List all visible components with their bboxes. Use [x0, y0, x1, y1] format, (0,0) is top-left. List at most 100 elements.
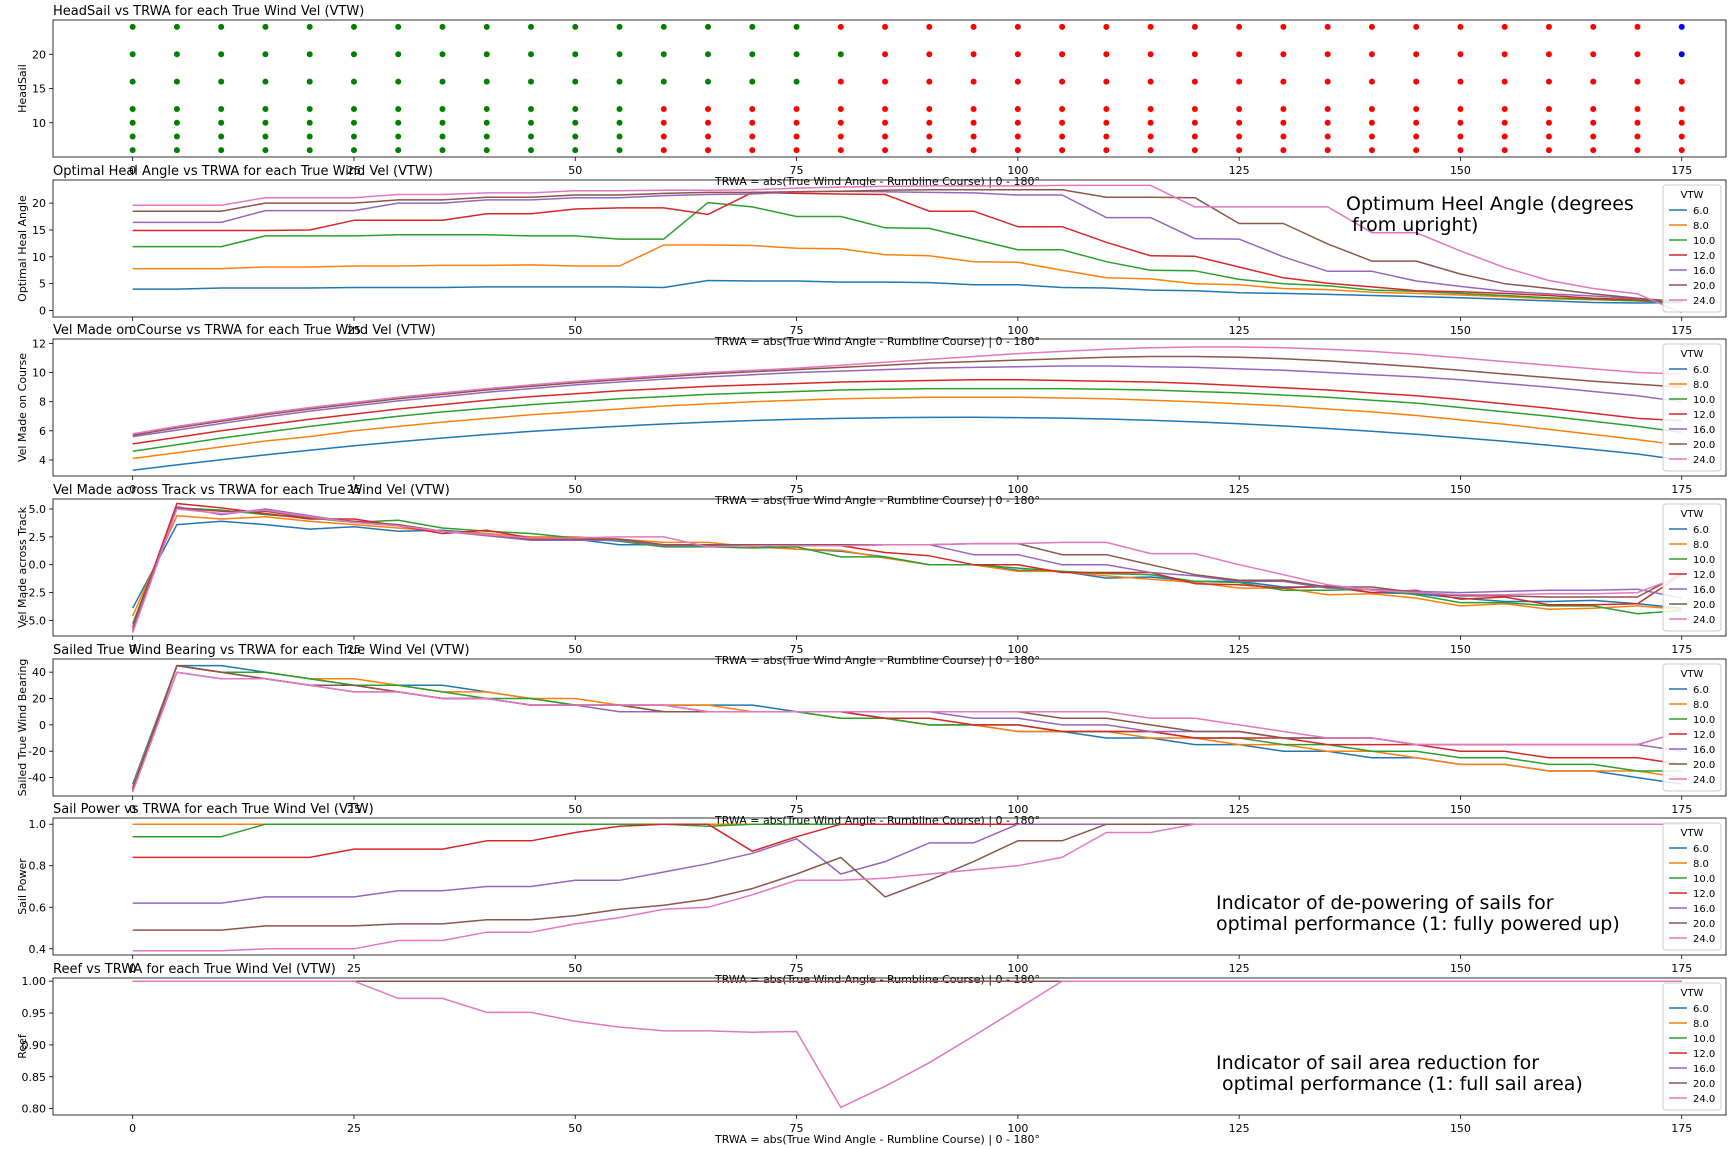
legend: VTW 6.0 8.0 10.0 12.0 16.0 20.0 24.0	[1662, 184, 1722, 313]
scatter-point	[1545, 106, 1552, 113]
scatter-point	[1634, 119, 1641, 126]
scatter-point	[395, 119, 402, 126]
series-line-8.0	[132, 244, 1682, 303]
scatter-point	[1457, 23, 1464, 30]
scatter-point	[306, 119, 313, 126]
legend-entry: 24.0	[1693, 775, 1715, 786]
chart-panel-5: Sailed True Wind Bearing vs TRWA for eac…	[16, 643, 1727, 827]
scatter-point	[173, 23, 180, 30]
scatter-point	[616, 147, 623, 154]
x-tick-label: 0	[129, 164, 136, 177]
scatter-point	[306, 23, 313, 30]
x-axis-label: TRWA = abs(True Wind Angle - Rumbline Co…	[714, 1133, 1040, 1146]
legend-entry: 20.0	[1693, 760, 1715, 771]
y-tick-label: 1.00	[22, 975, 47, 988]
scatter-point	[1236, 78, 1243, 85]
legend-entry: 16.0	[1693, 425, 1715, 436]
scatter-point	[439, 23, 446, 30]
scatter-point	[395, 106, 402, 113]
legend-entry: 16.0	[1693, 904, 1715, 915]
scatter-point	[528, 119, 534, 126]
scatter-point	[1368, 106, 1375, 113]
x-tick-label: 175	[1671, 164, 1692, 177]
scatter-point	[173, 147, 180, 154]
scatter-point	[306, 51, 313, 58]
plot-frame	[52, 19, 1727, 158]
scatter-point	[882, 51, 889, 58]
x-tick-label: 150	[1450, 803, 1471, 816]
scatter-point	[1678, 23, 1685, 30]
scatter-point	[1545, 23, 1552, 30]
scatter-point	[262, 147, 269, 154]
scatter-point	[837, 133, 844, 140]
series-line-10.0	[131, 507, 1682, 624]
scatter-point	[218, 119, 225, 126]
legend-entry: 10.0	[1693, 236, 1715, 247]
x-tick-label: 25	[347, 164, 361, 177]
scatter-point	[129, 147, 136, 154]
y-tick-label: 15	[32, 83, 46, 96]
scatter-point	[793, 133, 800, 140]
x-tick-label: 25	[347, 1122, 361, 1135]
x-tick-label: 150	[1450, 164, 1471, 177]
legend-box	[1662, 982, 1722, 1111]
scatter-point	[616, 78, 623, 85]
chart-title: Vel Made across Track vs TRWA for each T…	[53, 483, 450, 498]
scatter-point	[749, 78, 756, 85]
legend-entry: 12.0	[1693, 570, 1715, 581]
x-tick-label: 100	[1007, 643, 1028, 656]
scatter-point	[1059, 147, 1066, 154]
scatter-point	[1059, 133, 1066, 140]
scatter-point	[1678, 119, 1685, 126]
x-tick-label: 50	[568, 483, 582, 496]
scatter-point	[660, 106, 667, 113]
y-tick-label: 0	[39, 719, 46, 732]
series-line-20.0	[132, 188, 1682, 303]
scatter-point	[572, 147, 579, 154]
legend: VTW 6.0 8.0 10.0 12.0 16.0 20.0 24.0	[1662, 663, 1722, 792]
legend-entry: 6.0	[1693, 525, 1709, 536]
x-tick-label: 50	[568, 643, 582, 656]
scatter-point	[350, 106, 357, 113]
x-axis-label: TRWA = abs(True Wind Angle - Rumbline Co…	[714, 494, 1040, 507]
y-tick-label: 0.85	[22, 1071, 47, 1084]
chart-title: Vel Made on Course vs TRWA for each True…	[53, 323, 436, 338]
legend-title: VTW	[1681, 509, 1704, 520]
legend-entry: 12.0	[1693, 410, 1715, 421]
scatter-point	[1457, 78, 1464, 85]
scatter-point	[1413, 106, 1420, 113]
scatter-point	[262, 119, 269, 126]
scatter-point	[572, 23, 579, 30]
scatter-point	[1191, 78, 1198, 85]
plot-frame	[52, 658, 1727, 797]
x-tick-label: 25	[347, 643, 361, 656]
plot-frame	[52, 179, 1727, 318]
y-tick-label: 10	[32, 251, 46, 264]
scatter-point	[793, 78, 800, 85]
scatter-point	[1413, 119, 1420, 126]
legend-entry: 10.0	[1693, 874, 1715, 885]
scatter-point	[705, 133, 712, 140]
x-tick-label: 125	[1229, 803, 1250, 816]
scatter-point	[129, 78, 136, 85]
scatter-point	[837, 23, 844, 30]
scatter-point	[616, 51, 623, 58]
x-tick-label: 25	[347, 962, 361, 975]
scatter-point	[1103, 133, 1110, 140]
scatter-point	[1501, 133, 1508, 140]
scatter-point	[1457, 106, 1464, 113]
x-tick-label: 150	[1450, 324, 1471, 337]
scatter-point	[1014, 119, 1021, 126]
x-tick-label: 75	[790, 643, 804, 656]
chart-annotation: Indicator of de-powering of sails for opt…	[1216, 892, 1620, 935]
plot-frame	[52, 498, 1727, 637]
scatter-point	[1678, 78, 1685, 85]
scatter-point	[1324, 133, 1331, 140]
series-line-6.0	[131, 664, 1682, 785]
series-line-24.0	[132, 346, 1682, 435]
legend-entry: 10.0	[1693, 715, 1715, 726]
y-tick-label: 0.90	[22, 1039, 47, 1052]
scatter-point	[1236, 133, 1243, 140]
scatter-point	[926, 106, 933, 113]
